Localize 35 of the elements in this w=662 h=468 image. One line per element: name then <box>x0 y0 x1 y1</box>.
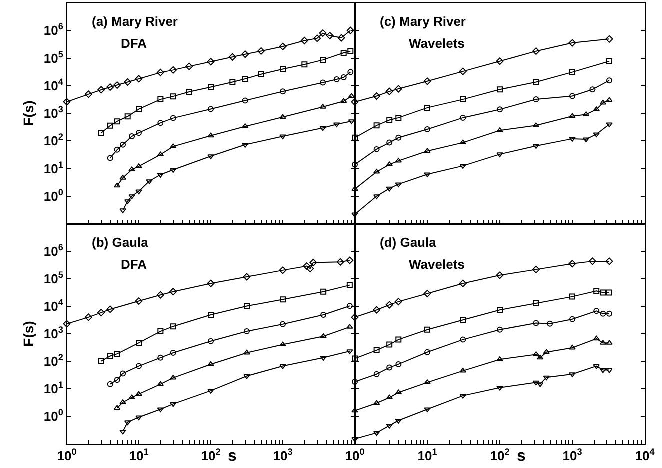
y-tick-label: 10$^{2}$ <box>44 352 64 370</box>
y-axis-title: F(s) <box>20 100 36 126</box>
annotation: (a) Mary River <box>92 14 178 29</box>
x-tick-label: 10$^{1}$ <box>129 447 149 464</box>
x-axis-title: s <box>517 448 526 465</box>
annotation: Wavelets <box>409 36 465 51</box>
y-tick-label: 10$^{5}$ <box>44 49 64 66</box>
x-tick-label: 10$^{2}$ <box>201 447 221 464</box>
y-tick-label: 10$^{6}$ <box>44 22 64 38</box>
x-tick-label: 10$^{1}$ <box>418 447 438 464</box>
x-tick-label: 10$^{3}$ <box>562 447 582 464</box>
x-tick-label: 10$^{2}$ <box>490 447 510 464</box>
y-tick-label: 10$^{0}$ <box>44 187 64 204</box>
annotation: DFA <box>121 36 148 51</box>
x-tick-label: 10$^{0}$ <box>345 447 365 464</box>
y-tick-label: 10$^{4}$ <box>44 76 64 94</box>
y-tick-label: 10$^{6}$ <box>44 242 64 260</box>
annotation: Wavelets <box>409 257 465 272</box>
y-tick-label: 10$^{4}$ <box>44 298 64 314</box>
y-tick-label: 10$^{3}$ <box>44 325 64 342</box>
y-axis-title: F(s) <box>20 321 36 347</box>
x-tick-label: 10$^{4}$ <box>635 447 656 464</box>
y-tick-label: 10$^{3}$ <box>44 104 64 122</box>
annotation: (d) Gaula <box>380 235 438 250</box>
y-tick-label: 10$^{5}$ <box>44 270 64 287</box>
y-tick-label: 10$^{1}$ <box>44 160 64 176</box>
y-tick-label: 10$^{2}$ <box>44 132 64 149</box>
x-axis-title: s <box>228 448 237 465</box>
y-tick-label: 10$^{1}$ <box>44 380 64 397</box>
annotation: DFA <box>121 257 148 272</box>
x-tick-label: 10$^{3}$ <box>273 447 293 464</box>
annotation: (c) Mary River <box>380 14 466 29</box>
y-tick-label: 10$^{0}$ <box>44 408 64 424</box>
annotation: (b) Gaula <box>92 235 150 250</box>
x-tick-label: 10$^{0}$ <box>57 447 77 464</box>
